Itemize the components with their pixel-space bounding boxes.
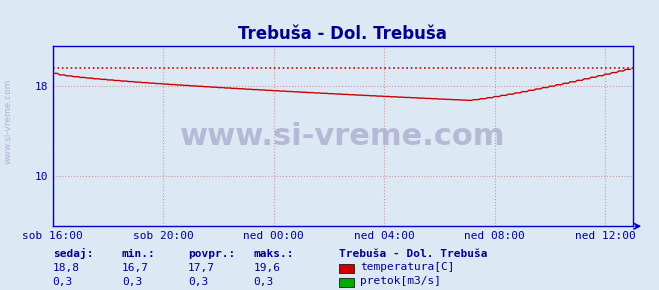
- Text: 18,8: 18,8: [53, 263, 80, 273]
- Text: www.si-vreme.com: www.si-vreme.com: [180, 122, 505, 151]
- Text: 0,3: 0,3: [188, 277, 208, 287]
- Text: 0,3: 0,3: [122, 277, 142, 287]
- Title: Trebuša - Dol. Trebuša: Trebuša - Dol. Trebuša: [239, 26, 447, 44]
- Text: temperatura[C]: temperatura[C]: [360, 262, 455, 272]
- Text: 0,3: 0,3: [53, 277, 73, 287]
- Text: Trebuša - Dol. Trebuša: Trebuša - Dol. Trebuša: [339, 249, 488, 259]
- Text: maks.:: maks.:: [254, 249, 294, 259]
- Text: 0,3: 0,3: [254, 277, 274, 287]
- Text: sedaj:: sedaj:: [53, 248, 93, 259]
- Text: 19,6: 19,6: [254, 263, 281, 273]
- Text: www.si-vreme.com: www.si-vreme.com: [4, 79, 13, 164]
- Text: 17,7: 17,7: [188, 263, 215, 273]
- Text: 16,7: 16,7: [122, 263, 149, 273]
- Text: min.:: min.:: [122, 249, 156, 259]
- Text: pretok[m3/s]: pretok[m3/s]: [360, 276, 442, 286]
- Text: povpr.:: povpr.:: [188, 249, 235, 259]
